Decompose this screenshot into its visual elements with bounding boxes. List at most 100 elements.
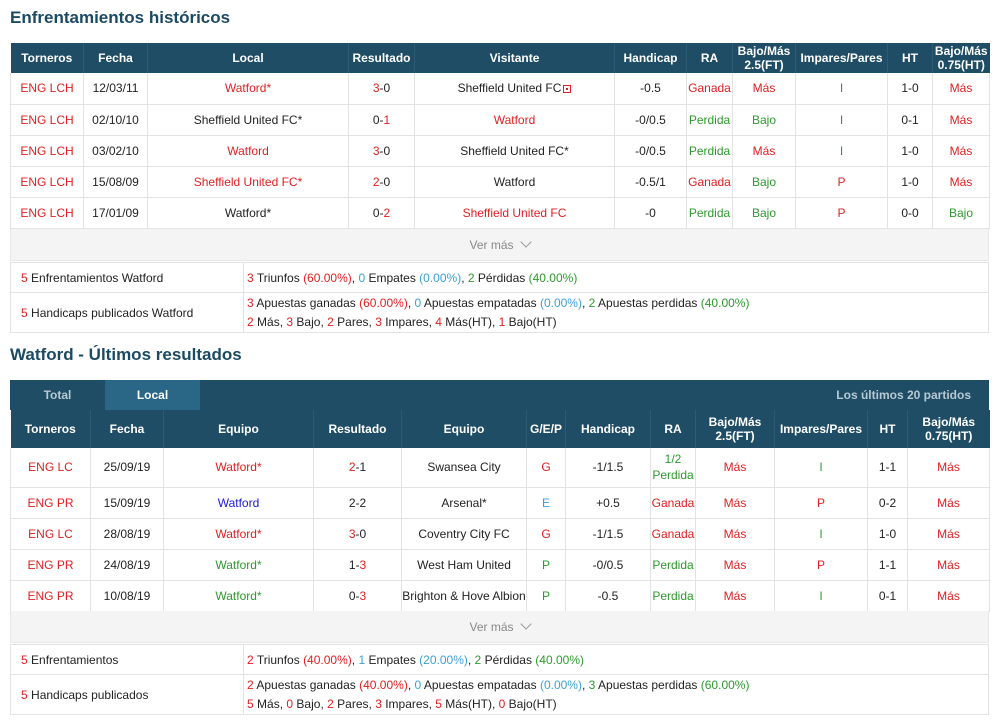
h2h-summary-row-results: 5 Enfrentamientos Watford 3 Triunfos (60… [11,263,988,293]
home-score: 0 [372,112,380,127]
tournament-cell[interactable]: ENG LCH [10,73,84,105]
result-cell[interactable]: 0-1 [348,104,415,136]
away-team-cell[interactable]: Watford [414,166,615,198]
result-cell[interactable]: 3-0 [348,73,415,105]
handicap-cell: -1/1.5 [565,448,651,488]
result-cell[interactable]: 2-2 [313,487,402,519]
result-cell[interactable]: 2-1 [313,448,402,488]
odd-even-cell: P [774,549,868,581]
team-cell[interactable]: Watford* [163,518,314,550]
tournament-cell[interactable]: ENG PR [10,549,91,581]
away-score: 1 [383,112,391,127]
away-team-name[interactable]: Watford [493,112,536,127]
gep-cell: P [526,580,566,612]
home-team-cell[interactable]: Watford* [147,73,349,105]
column-header: Local [147,43,349,73]
tournament-cell[interactable]: ENG PR [10,580,91,612]
tab-local[interactable]: Local [105,380,200,410]
handicap-cell: +0.5 [565,487,651,519]
result-cell[interactable]: 3-0 [348,135,415,167]
ht-cell: 1-0 [887,166,933,198]
odd-even-cell: P [795,197,888,229]
away-score: 0 [383,174,391,189]
team-cell[interactable]: Watford* [163,549,314,581]
away-team-cell[interactable]: Sheffield United FC [414,197,615,229]
date-cell: 12/03/11 [83,73,148,105]
tournament-cell[interactable]: ENG PR [10,487,91,519]
column-header: Handicap [565,410,651,448]
score-separator: - [355,588,360,603]
over-under-ft-cell: Más [695,549,775,581]
handicap-cell: -0 [614,197,687,229]
over-under-ft-cell: Más [732,73,796,105]
column-header: Visitante [414,43,615,73]
team-cell[interactable]: Watford* [163,580,314,612]
over-under-ht-cell: Bajo [932,197,990,229]
away-team-cell[interactable]: Sheffield United FC [414,73,615,105]
odd-even-cell: I [795,73,888,105]
table-row: ENG PR 15/09/19 Watford 2-2 Arsenal* E +0.5 Gan… [10,487,990,519]
column-header: HT [887,43,933,73]
odd-even-cell: P [795,166,888,198]
recent-summary-row-handicaps: 5 Handicaps publicados 2 Apuestas ganada… [11,675,988,714]
team-cell[interactable]: Watford [163,487,314,519]
away-team-name[interactable]: Sheffield United FC [462,205,567,220]
summary-count: 5 [21,270,28,285]
ht-cell: 1-1 [867,549,908,581]
ht-cell: 1-0 [887,73,933,105]
away-team-name[interactable]: Sheffield United FC* [460,143,569,158]
result-cell[interactable]: 3-0 [313,518,402,550]
gep-cell: G [526,448,566,488]
column-header: Equipo [401,410,527,448]
opponent-cell[interactable]: Arsenal* [401,487,527,519]
over-under-ft-cell: Más [695,518,775,550]
opponent-cell[interactable]: Coventry City FC [401,518,527,550]
away-score: 3 [359,588,367,603]
column-header: Fecha [83,43,148,73]
home-score: 3 [372,143,380,158]
tournament-cell[interactable]: ENG LC [10,448,91,488]
opponent-cell[interactable]: Brighton & Hove Albion [401,580,527,612]
tournament-cell[interactable]: ENG LC [10,518,91,550]
home-score: 0 [348,588,356,603]
column-header: Impares/Pares [774,410,868,448]
h2h-ver-mas-button[interactable]: Ver más [10,229,989,261]
away-team-cell[interactable]: Sheffield United FC* [414,135,615,167]
column-header: Bajo/Más 2.5(FT) [695,410,775,448]
home-team-cell[interactable]: Sheffield United FC* [147,166,349,198]
result-cell[interactable]: 0-2 [348,197,415,229]
chevron-down-icon [519,236,532,248]
away-team-name[interactable]: Sheffield United FC [457,81,562,96]
team-cell[interactable]: Watford* [163,448,314,488]
away-team-name[interactable]: Watford [493,174,536,189]
column-header: Bajo/Más 2.5(FT) [732,43,796,73]
handicap-cell: -0.5/1 [614,166,687,198]
home-score: 2 [348,460,356,475]
tournament-cell[interactable]: ENG LCH [10,104,84,136]
live-icon[interactable] [563,85,572,94]
result-cell[interactable]: 1-3 [313,549,402,581]
score-separator: - [355,557,360,572]
home-score: 3 [372,81,380,96]
over-under-ht-cell: Más [907,549,990,581]
opponent-cell[interactable]: Swansea City [401,448,527,488]
ra-cell: Perdida [686,104,733,136]
tournament-cell[interactable]: ENG LCH [10,166,84,198]
result-cell[interactable]: 0-3 [313,580,402,612]
ra-value: Perdida [652,557,694,572]
result-cell[interactable]: 2-0 [348,166,415,198]
opponent-cell[interactable]: West Ham United [401,549,527,581]
recent-ver-mas-button[interactable]: Ver más [10,611,989,643]
over-under-ft-cell: Más [695,487,775,519]
date-cell: 15/08/09 [83,166,148,198]
tournament-cell[interactable]: ENG LCH [10,135,84,167]
home-team-cell[interactable]: Sheffield United FC* [147,104,349,136]
home-team-cell[interactable]: Watford [147,135,349,167]
home-team-cell[interactable]: Watford* [147,197,349,229]
date-cell: 02/10/10 [83,104,148,136]
tab-total[interactable]: Total [43,388,72,402]
tournament-cell[interactable]: ENG LCH [10,197,84,229]
date-cell: 17/01/09 [83,197,148,229]
away-team-cell[interactable]: Watford [414,104,615,136]
over-under-ft-cell: Bajo [732,104,796,136]
